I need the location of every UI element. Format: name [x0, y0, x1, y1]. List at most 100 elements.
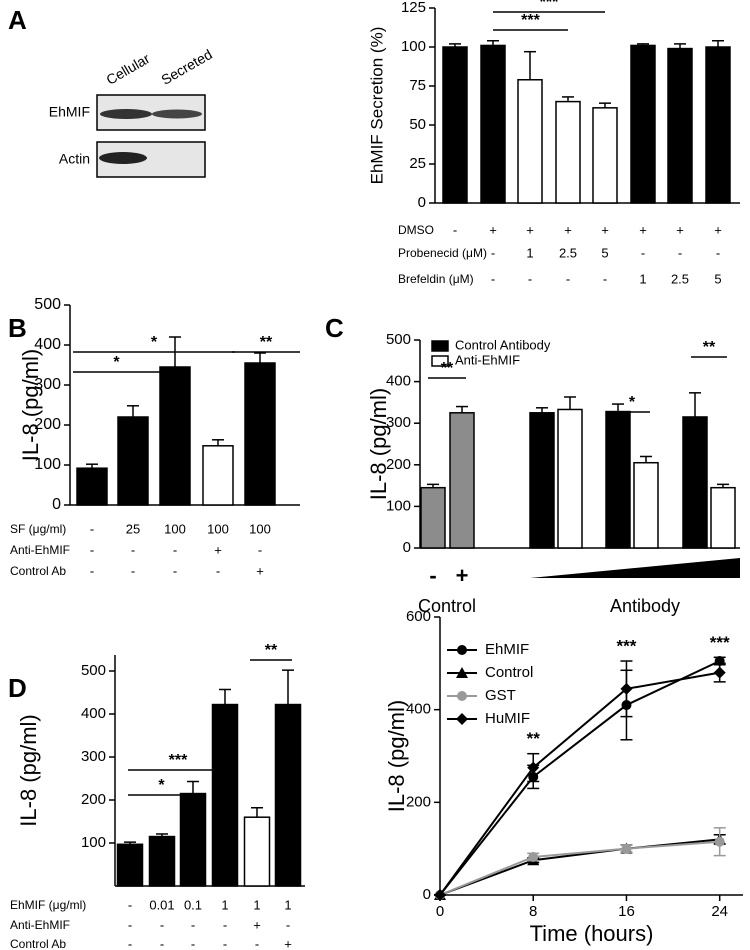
condition-value: 100 [164, 521, 186, 536]
significance-label: ** [703, 339, 716, 356]
condition-value: + [526, 222, 534, 237]
lane-label: Secreted [158, 46, 215, 88]
y-tick-label: 200 [406, 793, 431, 810]
condition-value: - [90, 563, 94, 578]
bar [76, 467, 108, 506]
series-line [439, 838, 720, 896]
condition-value: 5 [601, 245, 608, 260]
concentration-ramp [530, 558, 740, 578]
condition-value: + [676, 222, 684, 237]
y-tick-label: 400 [34, 336, 61, 353]
condition-value: 100 [249, 521, 271, 536]
condition-value: + [253, 917, 261, 932]
condition-value: + [214, 542, 222, 557]
legend-marker [457, 645, 467, 655]
y-tick-label: 125 [401, 0, 426, 16]
condition-value: - [641, 245, 645, 260]
x-axis-label: Time (hours) [530, 921, 654, 946]
bar [605, 410, 631, 549]
condition-value: 1 [253, 897, 260, 912]
significance-label: *** [710, 633, 730, 652]
condition-label: Control Ab [10, 564, 66, 578]
significance-label: ** [527, 729, 541, 748]
legend-swatch [431, 355, 449, 367]
significance-label: * [629, 394, 636, 411]
bar [557, 408, 583, 549]
y-tick-label: 600 [406, 608, 431, 625]
condition-label: SF (μg/ml) [10, 522, 66, 536]
significance-label: * [113, 354, 120, 371]
bar [117, 416, 149, 506]
blot-band [152, 109, 202, 119]
data-point [621, 843, 632, 854]
bar [517, 79, 543, 204]
bar [442, 46, 468, 204]
condition-value: 0.01 [149, 897, 174, 912]
series-line [439, 840, 720, 896]
significance-label: ** [441, 360, 454, 377]
condition-value: - [566, 271, 570, 286]
condition-value: + [256, 563, 264, 578]
bar [592, 107, 618, 204]
bar [630, 44, 656, 204]
y-tick-label: 500 [386, 331, 411, 348]
condition-value: - [131, 542, 135, 557]
condition-value: + [714, 222, 722, 237]
legend-marker [456, 713, 468, 725]
y-tick-label: 100 [401, 38, 426, 55]
condition-value: - [128, 917, 132, 932]
significance-label: * [151, 334, 158, 351]
condition-value: - [131, 563, 135, 578]
bar [116, 843, 144, 887]
bar [682, 416, 708, 549]
data-point [713, 666, 726, 679]
condition-value: - [173, 563, 177, 578]
legend-label: Control Antibody [455, 337, 551, 352]
series-line [439, 671, 720, 896]
y-tick-label: 0 [403, 539, 411, 556]
bar [420, 486, 446, 549]
significance-label: * [158, 777, 165, 794]
y-tick-label: 100 [81, 834, 106, 851]
group-label: Antibody [610, 596, 680, 616]
bar [633, 461, 659, 549]
bar [555, 100, 581, 204]
bar [148, 835, 176, 887]
panel-letter: B [8, 313, 27, 343]
y-tick-label: 200 [34, 416, 61, 433]
bar [243, 816, 271, 887]
condition-value: + [564, 222, 572, 237]
y-axis-label: EhMIF Secretion (%) [367, 27, 386, 185]
bar [667, 47, 693, 204]
condition-label: Anti-EhMIF [10, 543, 70, 557]
panel-letter: D [8, 673, 27, 703]
condition-label: Anti-EhMIF [10, 918, 70, 932]
significance-label: *** [521, 12, 540, 29]
condition-value: - [191, 936, 195, 950]
y-tick-label: 25 [409, 155, 426, 172]
bar [705, 46, 731, 204]
x-tick-label: 24 [711, 903, 728, 920]
y-axis-label: IL-8 (pg/ml) [16, 714, 41, 826]
condition-value: - [90, 542, 94, 557]
condition-value: + [489, 222, 497, 237]
condition-value: - [286, 917, 290, 932]
condition-value: - [90, 521, 94, 536]
legend-marker [457, 691, 467, 701]
condition-value: - [160, 917, 164, 932]
data-point [620, 682, 633, 695]
condition-value: - [223, 936, 227, 950]
bar [202, 445, 234, 506]
lane-label: Cellular [103, 50, 152, 88]
bar [244, 362, 276, 506]
x-tick-label: 8 [529, 903, 537, 920]
bar [211, 703, 239, 887]
y-tick-label: 0 [52, 496, 61, 513]
data-point [434, 889, 446, 901]
bar [710, 486, 736, 549]
y-tick-label: 300 [34, 376, 61, 393]
y-tick-label: 300 [386, 414, 411, 431]
data-point [714, 836, 725, 847]
condition-value: 2.5 [671, 271, 689, 286]
